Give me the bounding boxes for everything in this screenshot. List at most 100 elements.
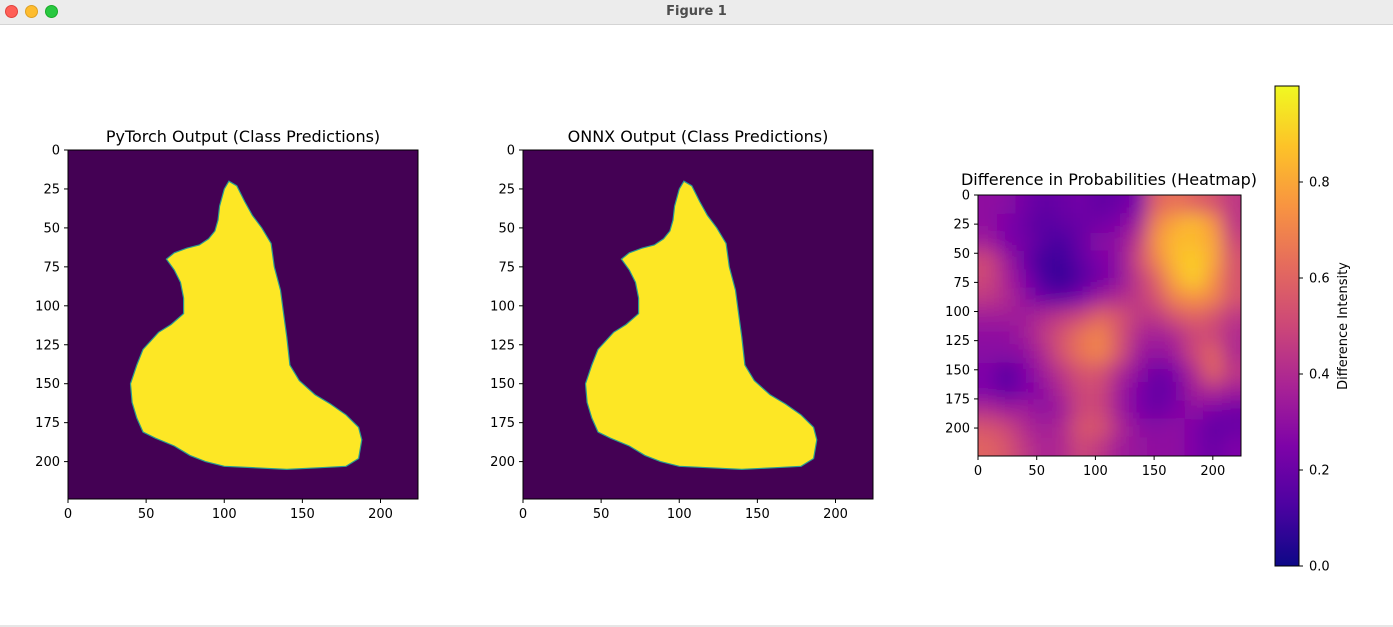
heatmap-cell	[1109, 213, 1129, 233]
heatmap-cell	[1165, 325, 1186, 345]
onnx-xtick-label: 150	[745, 507, 770, 522]
heatmap-cell	[1165, 381, 1186, 401]
pytorch-ytick-label: 175	[35, 416, 60, 431]
heatmap-cell	[1053, 381, 1073, 401]
colorbar: 0.0 0.2 0.4 0.6 0.8 Difference Intensity	[1274, 85, 1351, 575]
heatmap-cell	[1184, 437, 1204, 456]
heatmap-cell	[1090, 362, 1110, 382]
heatmap-cell	[1071, 288, 1092, 308]
heatmap-cell	[978, 381, 998, 401]
heatmap-cell	[1071, 195, 1092, 215]
heatmap-cell	[1071, 250, 1092, 271]
heatmap-cell	[978, 306, 998, 326]
heatmap-cell	[1128, 269, 1148, 289]
heatmap-cell	[1034, 232, 1054, 252]
heatmap-cell	[1071, 400, 1092, 420]
heatmap-ytick-label: 150	[945, 363, 970, 378]
heatmap-cell	[1034, 306, 1054, 326]
heatmap-cell	[1071, 232, 1092, 252]
pytorch-xtick-label: 0	[64, 507, 72, 522]
heatmap-ytick-label: 175	[945, 392, 970, 407]
heatmap-cell	[1034, 250, 1054, 271]
heatmap-cell	[996, 344, 1017, 364]
heatmap-cell	[1053, 288, 1073, 308]
heatmap-cell	[978, 269, 998, 289]
heatmap-cell	[1184, 269, 1204, 289]
heatmap-cell	[1109, 362, 1129, 382]
heatmap-cell	[1203, 195, 1223, 215]
heatmap-cell	[1128, 344, 1148, 364]
heatmap-cell	[978, 325, 998, 345]
heatmap-cell	[1015, 250, 1035, 271]
heatmap-cell	[1071, 437, 1092, 456]
heatmap-cell	[1222, 400, 1241, 420]
heatmap-cell	[1109, 418, 1129, 438]
colorbar-tick-label: 0.0	[1309, 560, 1330, 575]
pytorch-ytick-label: 0	[52, 144, 60, 159]
pytorch-ytick-label: 200	[35, 455, 60, 470]
onnx-axes-frame	[522, 149, 874, 500]
heatmap-cell	[978, 232, 998, 252]
pytorch-ytick-label: 50	[43, 221, 60, 236]
heatmap-cell	[1090, 269, 1110, 289]
heatmap-cell	[1034, 381, 1054, 401]
heatmap-cell	[1147, 437, 1167, 456]
close-window-button[interactable]	[5, 5, 18, 18]
heatmap-cell	[1222, 195, 1241, 215]
heatmap-cell	[1203, 232, 1223, 252]
colorbar-tick-label: 0.8	[1309, 176, 1330, 191]
heatmap-cell	[1222, 437, 1241, 456]
heatmap-cells	[978, 195, 1241, 456]
heatmap-ytick-label: 125	[945, 334, 970, 349]
heatmap-cell	[1203, 213, 1223, 233]
heatmap-cell	[1109, 306, 1129, 326]
minimize-window-button[interactable]	[25, 5, 38, 18]
pytorch-class1-region	[129, 180, 363, 471]
heatmap-cell	[1071, 344, 1092, 364]
heatmap-ytick-label: 0	[962, 189, 970, 204]
onnx-ytick-label: 0	[507, 144, 515, 159]
pytorch-ytick-label: 75	[43, 260, 60, 275]
heatmap-cell	[1222, 232, 1241, 252]
heatmap-cell	[1034, 213, 1054, 233]
heatmap-cell	[1034, 344, 1054, 364]
pytorch-ytick-label: 25	[43, 182, 60, 197]
heatmap-cell	[1184, 288, 1204, 308]
heatmap-cell	[1184, 381, 1204, 401]
heatmap-cell	[1203, 288, 1223, 308]
heatmap-cell	[1165, 362, 1186, 382]
heatmap-cell	[1109, 195, 1129, 215]
heatmap-cell	[1034, 325, 1054, 345]
colorbar-tick-label: 0.6	[1309, 272, 1330, 287]
heatmap-xtick-label: 150	[1142, 464, 1167, 479]
heatmap-axes-frame	[977, 194, 1242, 457]
heatmap-cell	[1015, 400, 1035, 420]
heatmap-cell	[996, 232, 1017, 252]
heatmap-cell	[1071, 362, 1092, 382]
heatmap-cell	[1109, 344, 1129, 364]
heatmap-cell	[1109, 325, 1129, 345]
onnx-ytick-label: 75	[498, 260, 515, 275]
heatmap-ytick-label: 200	[945, 422, 970, 437]
heatmap-cell	[1128, 325, 1148, 345]
pytorch-xtick-label: 50	[138, 507, 155, 522]
heatmap-cell	[1015, 306, 1035, 326]
heatmap-cell	[996, 306, 1017, 326]
heatmap-cell	[1128, 195, 1148, 215]
heatmap-xtick-label: 100	[1083, 464, 1108, 479]
heatmap-cell	[1222, 213, 1241, 233]
heatmap-cell	[1203, 306, 1223, 326]
heatmap-cell	[1203, 437, 1223, 456]
heatmap-cell	[1090, 437, 1110, 456]
pytorch-ytick-label: 100	[35, 299, 60, 314]
heatmap-cell	[1090, 250, 1110, 271]
heatmap-cell	[1053, 418, 1073, 438]
heatmap-cell	[1184, 306, 1204, 326]
heatmap-cell	[978, 362, 998, 382]
heatmap-cell	[1165, 195, 1186, 215]
heatmap-cell	[1109, 381, 1129, 401]
zoom-window-button[interactable]	[45, 5, 58, 18]
pytorch-xtick-label: 100	[212, 507, 237, 522]
heatmap-cell	[1203, 325, 1223, 345]
